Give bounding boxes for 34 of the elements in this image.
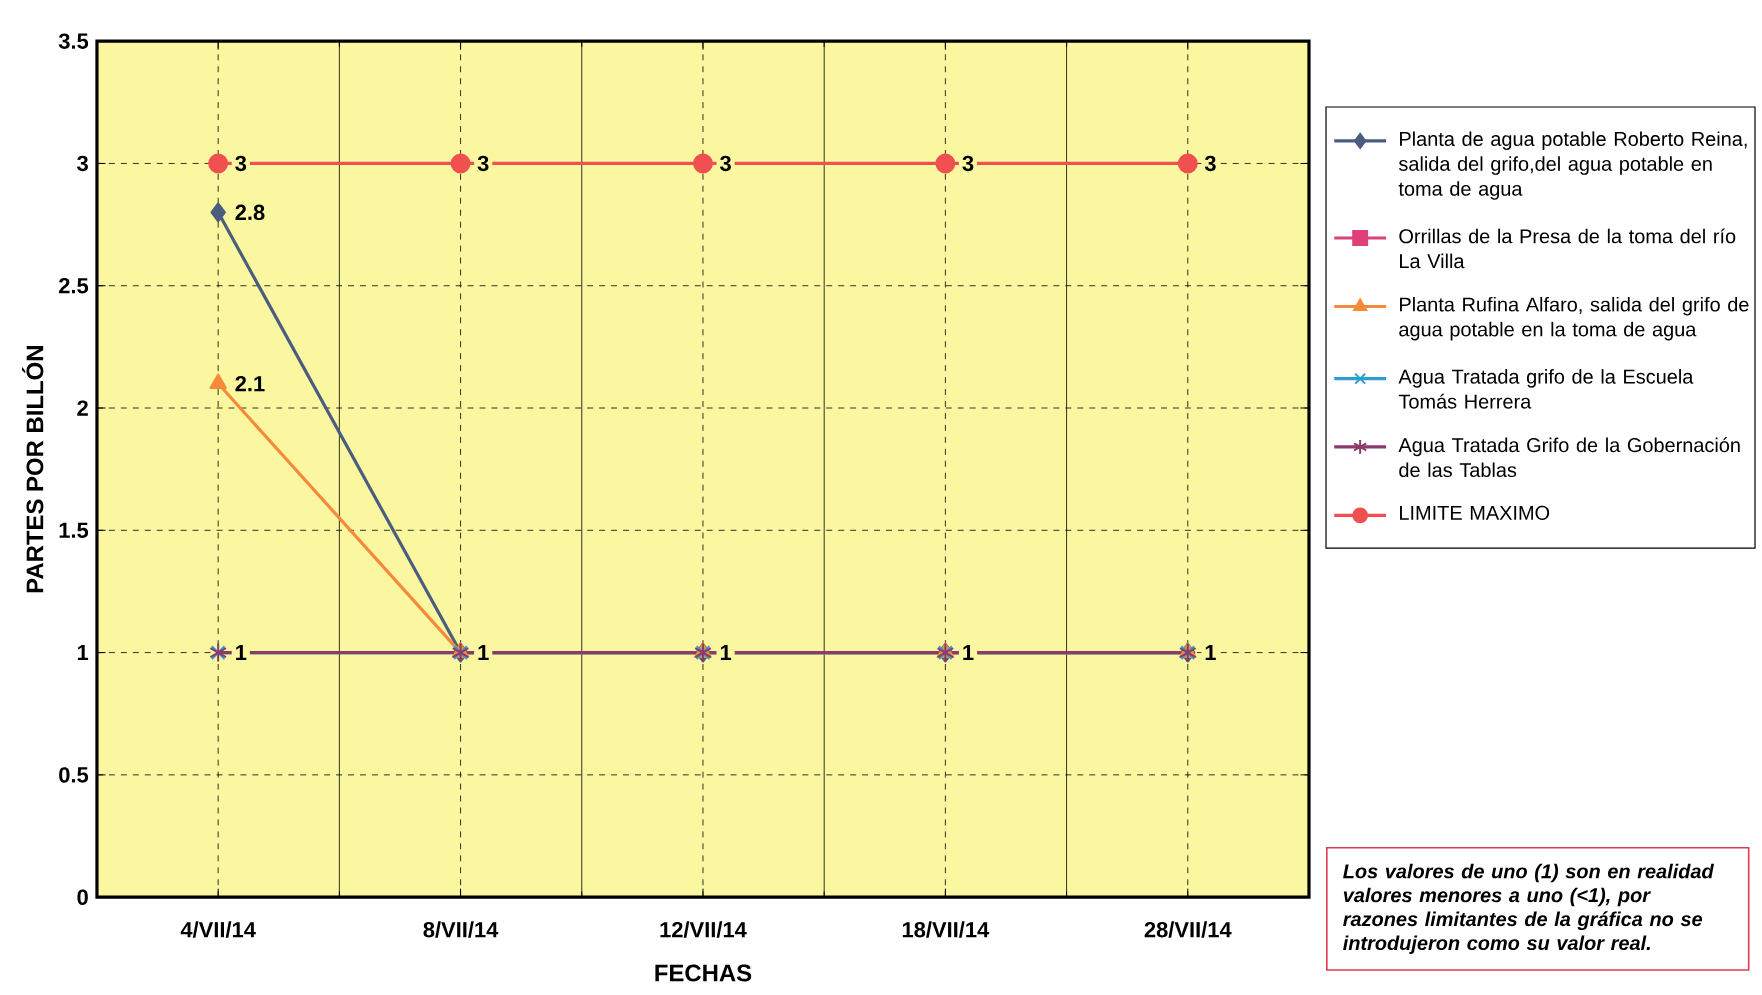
- legend-label: LIMITE MAXIMO: [1400, 505, 1550, 520]
- y-tick-label: 2.5: [59, 277, 89, 294]
- data-label: 2.8: [235, 204, 265, 221]
- legend-label: Planta Rufina Alfaro, salida del grifo de agua potable en la toma de agua: [1399, 296, 1749, 341]
- x-tick-label: 18/VII/14: [902, 921, 990, 938]
- y-tick-label: 3: [77, 155, 88, 172]
- data-label: 1: [478, 645, 489, 661]
- x-tick-label: 12/VII/14: [660, 921, 747, 938]
- y-axis-title: PARTES POR BILLÓN: [21, 346, 44, 593]
- y-tick-label: 3.5: [58, 33, 89, 49]
- data-label: 1: [236, 645, 247, 661]
- y-tick-label: 2: [77, 400, 88, 416]
- data-label: 1: [720, 645, 732, 661]
- legend-label: Agua Tratada grifo de la Escuela Tomás Herrera: [1398, 369, 1694, 409]
- x-axis-title: FECHAS: [655, 964, 752, 982]
- y-tick-label: 0.5: [59, 767, 89, 783]
- data-label: 3: [235, 155, 247, 172]
- legend-label: Agua Tratada Grifo de la Gobernación de las Tablas: [1398, 437, 1740, 478]
- data-label: 2.1: [235, 375, 265, 392]
- x-tick-label: 8/VII/14: [423, 921, 499, 938]
- x-tick-label: 28/VII/14: [1144, 921, 1232, 938]
- legend-label: Planta de agua potable Roberto Reina, salida del grifo,del agua potable en toma de agua: [1398, 131, 1747, 200]
- text: Los valores de uno (1) son en realidad valores menores a uno (<1), por razones limitantes de la gráfica no se introdujeron como su valor real.: [1343, 863, 1715, 955]
- data-label: 1: [1205, 645, 1216, 661]
- legend-label: Orrillas de la Presa de la toma del río La Villa: [1399, 228, 1736, 269]
- x-tick-label: 4/VII/14: [180, 921, 256, 938]
- data-label: 3: [962, 155, 974, 172]
- data-label: 1: [963, 645, 974, 661]
- y-tick-label: 1.5: [59, 522, 89, 538]
- data-label: 3: [477, 155, 489, 172]
- data-label: 3: [1204, 155, 1216, 172]
- y-tick-label: 1: [77, 645, 89, 661]
- y-tick-label: 0: [77, 889, 88, 905]
- data-label: 3: [720, 155, 731, 172]
